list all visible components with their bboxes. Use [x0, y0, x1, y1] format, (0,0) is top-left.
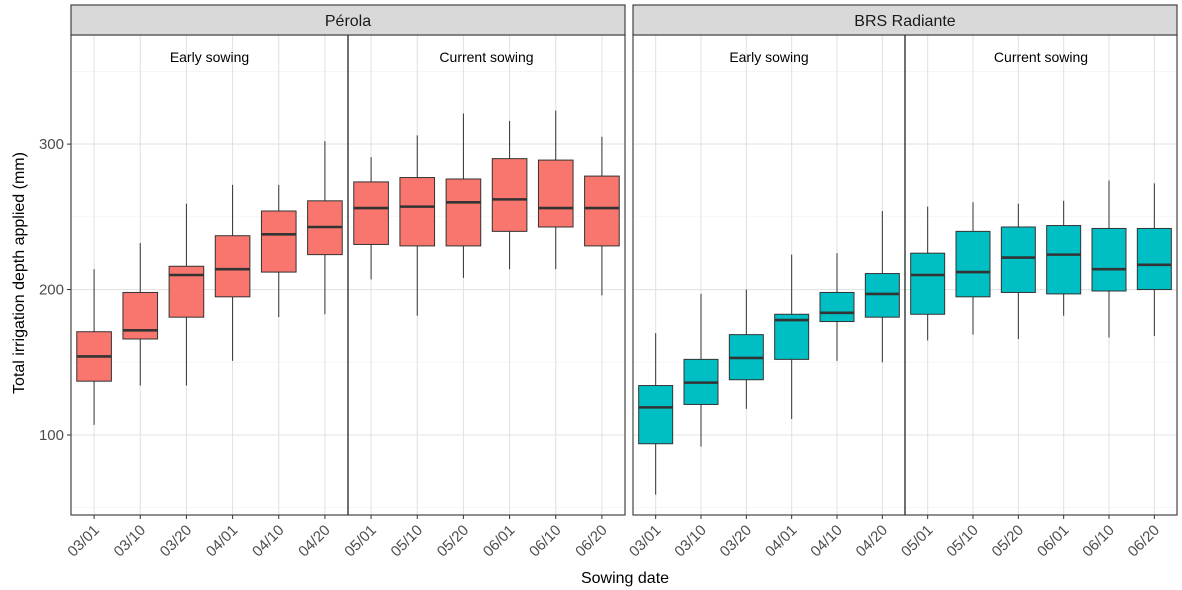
- box-body: [1136, 227, 1172, 291]
- annotation-early-sowing: Early sowing: [170, 49, 249, 65]
- facet-strip-label: BRS Radiante: [854, 13, 955, 30]
- facet-strip: [70, 4, 626, 36]
- box-body: [955, 230, 991, 298]
- x-tick-label: 04/01: [762, 522, 801, 561]
- box-1-1: [683, 293, 719, 447]
- facet-strip-label: Pérola: [325, 13, 371, 30]
- y-axis-title: Total irrigation depth applied (mm): [11, 152, 28, 394]
- x-tick-label: 03/20: [157, 522, 196, 561]
- box-1-6: [910, 206, 946, 341]
- box-0-11: [584, 136, 620, 296]
- box-0-1: [122, 243, 159, 386]
- box-1-2: [728, 289, 764, 409]
- x-tick-label: 05/01: [898, 522, 937, 561]
- x-tick-label: 06/20: [1125, 522, 1164, 561]
- x-tick-label: 06/01: [1034, 522, 1073, 561]
- box-body: [819, 291, 855, 323]
- box-1-7: [955, 202, 991, 335]
- box-1-8: [1000, 203, 1036, 339]
- box-0-8: [445, 113, 482, 278]
- box-1-9: [1046, 200, 1082, 316]
- box-body: [399, 177, 436, 247]
- x-tick-label: 06/10: [1079, 522, 1118, 561]
- box-1-0: [638, 333, 674, 495]
- box-1-3: [774, 254, 810, 419]
- box-0-5: [307, 141, 343, 315]
- box-0-4: [260, 184, 297, 318]
- x-tick-label: 03/01: [626, 522, 665, 561]
- x-tick-label: 03/01: [64, 522, 103, 561]
- annotation-current-sowing: Current sowing: [994, 49, 1088, 65]
- box-body: [1046, 225, 1082, 295]
- x-tick-label: 03/10: [111, 522, 150, 561]
- box-1-5: [864, 211, 900, 363]
- box-0-7: [399, 135, 436, 316]
- facet-strip: [632, 4, 1178, 36]
- box-0-9: [491, 120, 528, 270]
- x-tick-label: 06/10: [526, 522, 565, 561]
- box-body: [445, 178, 482, 247]
- box-body: [910, 252, 946, 315]
- x-tick-label: 04/20: [853, 522, 892, 561]
- y-tick-label: 300: [39, 136, 64, 153]
- x-tick-label: 05/10: [943, 522, 982, 561]
- box-body: [491, 158, 528, 232]
- x-tick-label: 05/01: [341, 522, 380, 561]
- x-axis-title: Sowing date: [581, 570, 669, 587]
- annotation-current-sowing: Current sowing: [439, 49, 533, 65]
- annotation-early-sowing: Early sowing: [729, 49, 808, 65]
- box-1-4: [819, 253, 855, 361]
- x-tick-label: 05/20: [989, 522, 1028, 561]
- box-body: [584, 175, 620, 247]
- box-1-11: [1136, 183, 1172, 337]
- box-0-6: [353, 157, 389, 280]
- box-body: [122, 291, 159, 340]
- box-body: [260, 210, 297, 273]
- box-body: [1091, 227, 1127, 292]
- box-body: [774, 313, 810, 360]
- x-tick-label: 06/20: [572, 522, 611, 561]
- box-body: [1000, 226, 1036, 293]
- box-body: [353, 181, 389, 245]
- x-tick-label: 04/01: [203, 522, 242, 561]
- facet-panel-1: Early sowing Current sowing BRS Radiante 03…: [626, 4, 1178, 561]
- box-0-10: [537, 110, 574, 270]
- x-tick-label: 05/10: [388, 522, 427, 561]
- box-body: [864, 273, 900, 318]
- box-body: [214, 235, 251, 298]
- box-0-3: [214, 184, 251, 361]
- x-tick-label: 04/10: [249, 522, 288, 561]
- x-tick-label: 04/20: [295, 522, 334, 561]
- box-0-2: [168, 203, 205, 386]
- y-tick-label: 200: [39, 282, 64, 299]
- x-tick-label: 04/10: [807, 522, 846, 561]
- box-0-0: [76, 269, 112, 425]
- y-tick-label: 100: [39, 427, 64, 444]
- box-1-10: [1091, 180, 1127, 338]
- x-tick-label: 03/10: [671, 522, 710, 561]
- x-tick-label: 06/01: [480, 522, 519, 561]
- box-body: [537, 159, 574, 228]
- x-tick-label: 03/20: [717, 522, 756, 561]
- box-body: [638, 385, 674, 445]
- x-tick-label: 05/20: [434, 522, 473, 561]
